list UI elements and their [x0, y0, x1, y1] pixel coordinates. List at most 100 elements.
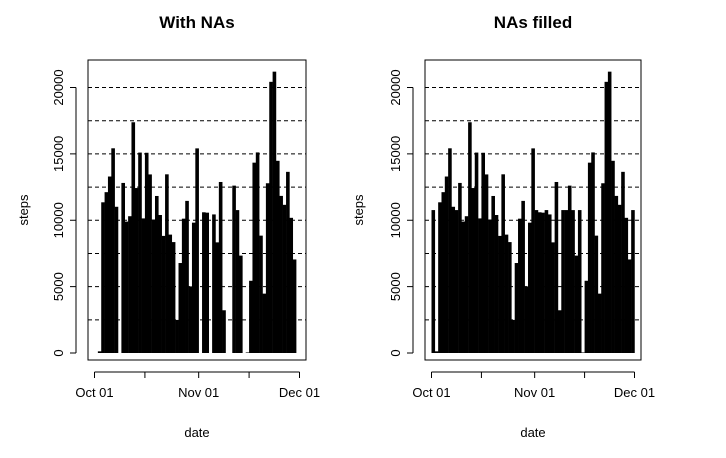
bar [577, 210, 582, 353]
bar [484, 174, 489, 353]
bar [448, 148, 452, 353]
y-tick-label: 10000 [388, 202, 403, 238]
bar [252, 162, 257, 353]
bar [202, 212, 206, 353]
bar [544, 210, 549, 353]
bar [154, 195, 159, 353]
bar [444, 176, 449, 353]
bar [511, 319, 515, 353]
bar [275, 160, 280, 353]
x-axis-label: date [184, 425, 209, 440]
bar [232, 185, 236, 353]
bar [441, 192, 446, 353]
bar [262, 293, 267, 353]
y-tick-label: 5000 [51, 272, 66, 301]
plot-frame [424, 59, 642, 361]
bar [161, 235, 166, 353]
bar [574, 255, 579, 353]
bar [151, 219, 156, 353]
bar [498, 235, 502, 353]
bar [607, 71, 612, 353]
bar [458, 182, 462, 353]
bar [594, 235, 599, 353]
y-tick-label: 15000 [51, 136, 66, 172]
bar [188, 286, 193, 353]
bar [584, 280, 589, 353]
bar [212, 214, 216, 353]
bar [178, 263, 183, 353]
bar [104, 192, 109, 353]
bar [134, 188, 139, 353]
x-tick-label: Nov 01 [178, 385, 219, 400]
bar [128, 216, 132, 353]
bar [269, 81, 273, 353]
bar [165, 174, 169, 353]
bar [508, 242, 512, 353]
bar [514, 263, 519, 353]
bar [504, 234, 509, 353]
bar [279, 195, 283, 353]
bar [564, 210, 569, 353]
bar [597, 293, 602, 353]
bar [255, 152, 260, 353]
bar [239, 255, 243, 353]
bar [534, 210, 539, 353]
bar [114, 206, 119, 353]
y-tick-label: 15000 [388, 136, 403, 172]
chart-title: NAs filled [494, 13, 572, 32]
bar [185, 200, 189, 353]
bar [567, 185, 572, 353]
bar [454, 210, 459, 353]
bar [478, 218, 482, 353]
bar [141, 218, 146, 353]
bar [272, 71, 277, 353]
bar [631, 210, 635, 353]
bar [191, 222, 196, 353]
bar [587, 162, 592, 353]
bar [235, 210, 240, 353]
y-tick-label: 0 [388, 349, 403, 356]
bar [249, 280, 253, 353]
x-tick-label: Nov 01 [514, 385, 555, 400]
bar [171, 242, 176, 353]
bar [614, 195, 619, 353]
bar [138, 152, 142, 353]
chart-panel-2: 0 5000 10000 15000 20000 Oct 01 Nov 01 Dec 01 NA… [351, 13, 655, 440]
bar [148, 174, 152, 353]
bar [481, 152, 485, 353]
bar [438, 202, 442, 353]
bar [601, 183, 605, 353]
bar [245, 352, 250, 353]
bar [627, 259, 632, 353]
bar [524, 286, 529, 353]
chart-panel-1: 0 5000 10000 15000 20000 Oct 01 Nov 01 Dec 01 Wi… [16, 13, 320, 440]
y-tick-label: 20000 [51, 69, 66, 105]
bar [521, 200, 525, 353]
bar [111, 148, 115, 353]
bar [175, 319, 179, 353]
bar [451, 206, 456, 353]
bar [144, 152, 149, 353]
bar [282, 204, 287, 353]
bar [265, 183, 270, 353]
bar [551, 242, 555, 353]
y-axis-label: steps [351, 194, 366, 226]
x-tick-label: Dec 01 [614, 385, 655, 400]
bar [557, 310, 562, 353]
bar [474, 152, 479, 353]
bar [528, 222, 532, 353]
bar [218, 181, 223, 353]
bar [286, 171, 290, 353]
bar [531, 148, 535, 353]
bar [611, 160, 615, 353]
bar [461, 221, 466, 353]
x-tick-label: Dec 01 [279, 385, 320, 400]
bar [468, 122, 472, 353]
bar [158, 215, 162, 353]
bar [581, 352, 585, 353]
x-axis-label: date [520, 425, 545, 440]
y-tick-label: 5000 [388, 272, 403, 301]
bar [471, 188, 476, 353]
bar [195, 148, 199, 353]
